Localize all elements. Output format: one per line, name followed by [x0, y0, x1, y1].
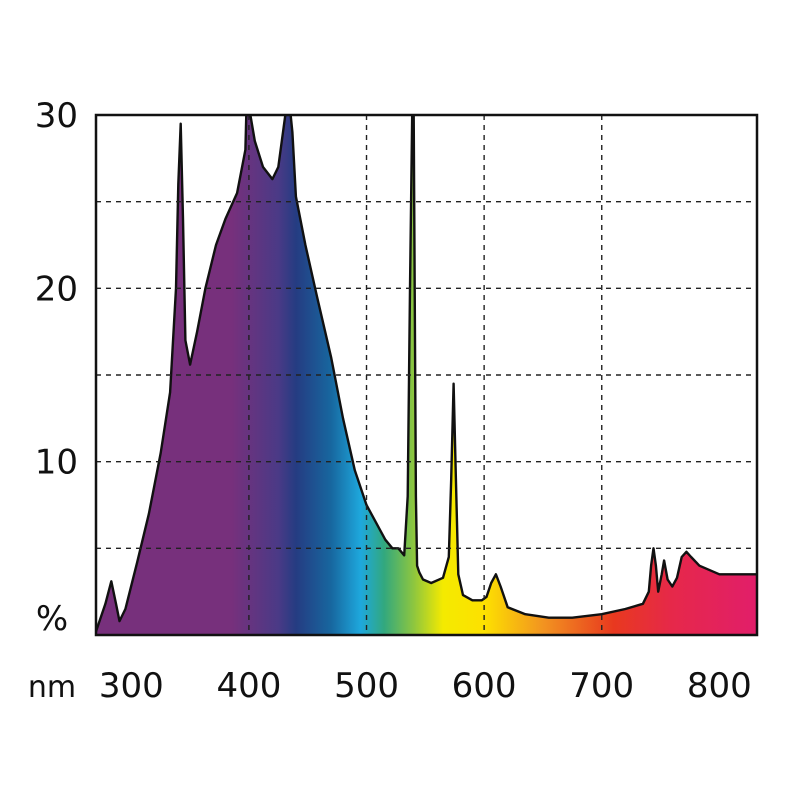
y-tick-label: 20	[35, 269, 78, 309]
spectrum-area	[96, 115, 757, 635]
x-tick-label: 500	[334, 666, 399, 706]
y-tick-label: 30	[35, 96, 78, 136]
grid	[96, 115, 757, 635]
y-tick-label: 10	[35, 443, 78, 483]
x-tick-label: 700	[569, 666, 634, 706]
x-tick-label: 300	[99, 666, 164, 706]
x-tick-label: 600	[452, 666, 517, 706]
x-tick-label: 800	[687, 666, 752, 706]
spectrum-outline	[96, 115, 757, 632]
plot-area	[96, 115, 757, 635]
plot-frame	[94, 113, 759, 637]
x-tick-label: 400	[216, 666, 281, 706]
x-unit-label: nm	[28, 670, 76, 705]
tick-labels: 10 20 30 300 400 500 600 700 800	[35, 96, 752, 706]
y-unit-label: %	[36, 599, 68, 639]
